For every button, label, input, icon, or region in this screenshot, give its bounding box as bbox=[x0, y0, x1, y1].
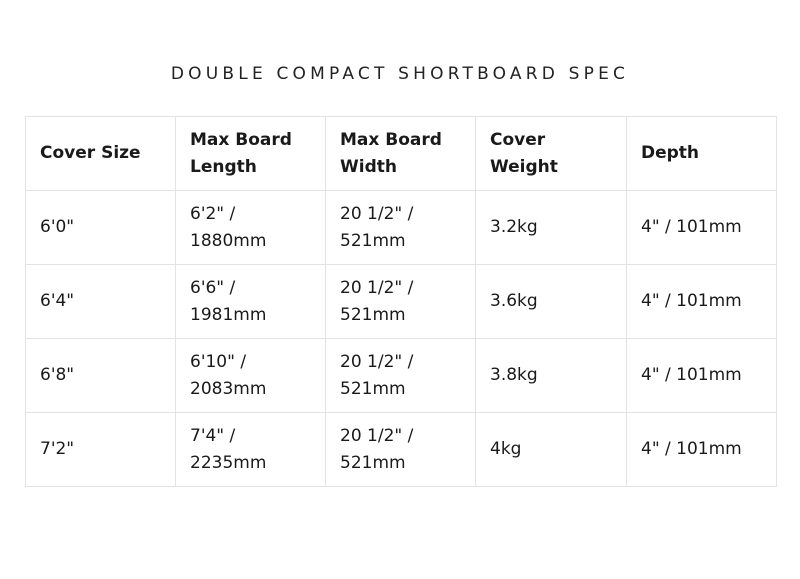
table-cell: 7'4" /2235mm bbox=[175, 412, 326, 487]
table-cell: 4kg bbox=[475, 412, 627, 487]
table-cell: 3.6kg bbox=[475, 264, 627, 339]
table-cell: 20 1/2" /521mm bbox=[325, 190, 476, 265]
table-header-row: Cover Size Max Board Length Max Board Width C… bbox=[25, 116, 777, 191]
table-cell: 6'6" /1981mm bbox=[175, 264, 326, 339]
table-cell: 6'4" bbox=[25, 264, 176, 339]
table-cell: 6'10" /2083mm bbox=[175, 338, 326, 413]
table-cell: 6'0" bbox=[25, 190, 176, 265]
table-cell: 4" / 101mm bbox=[626, 338, 777, 413]
table-row: 6'8" 6'10" /2083mm 20 1/2" /521mm 3.8kg 4" /… bbox=[25, 338, 777, 413]
table-cell: 20 1/2" /521mm bbox=[325, 412, 476, 487]
table-row: 7'2" 7'4" /2235mm 20 1/2" /521mm 4kg 4" / 10… bbox=[25, 412, 777, 487]
table-cell: 3.8kg bbox=[475, 338, 627, 413]
page-title: DOUBLE COMPACT SHORTBOARD SPEC bbox=[170, 64, 630, 84]
column-header: Cover Weight bbox=[475, 116, 627, 191]
column-header: Max Board Length bbox=[175, 116, 326, 191]
table-cell: 20 1/2" /521mm bbox=[325, 264, 476, 339]
table-row: 6'0" 6'2" /1880mm 20 1/2" /521mm 3.2kg 4" / … bbox=[25, 190, 777, 265]
column-header: Max Board Width bbox=[325, 116, 476, 191]
table-cell: 3.2kg bbox=[475, 190, 627, 265]
table-cell: 6'2" /1880mm bbox=[175, 190, 326, 265]
table-cell: 6'8" bbox=[25, 338, 176, 413]
table-cell: 4" / 101mm bbox=[626, 264, 777, 339]
table-cell: 4" / 101mm bbox=[626, 190, 777, 265]
column-header: Depth bbox=[626, 116, 777, 191]
spec-table: Cover Size Max Board Length Max Board Width C… bbox=[25, 116, 777, 487]
column-header: Cover Size bbox=[25, 116, 176, 191]
table-cell: 7'2" bbox=[25, 412, 176, 487]
table-cell: 4" / 101mm bbox=[626, 412, 777, 487]
table-row: 6'4" 6'6" /1981mm 20 1/2" /521mm 3.6kg 4" / … bbox=[25, 264, 777, 339]
table-cell: 20 1/2" /521mm bbox=[325, 338, 476, 413]
